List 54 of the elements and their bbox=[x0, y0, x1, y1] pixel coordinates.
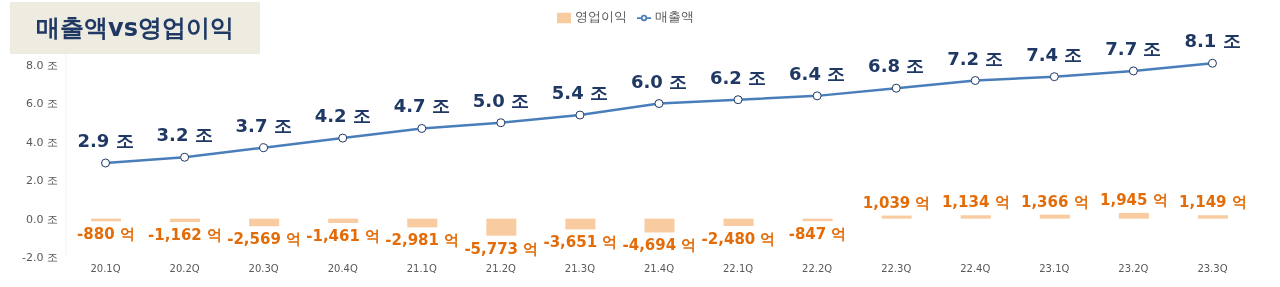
data-label: -5,773 억 bbox=[464, 239, 539, 258]
data-label: 1,945 억 bbox=[1100, 190, 1168, 209]
data-label: -4,694 억 bbox=[622, 236, 697, 255]
y-tick-label: 6.0 조 bbox=[26, 97, 58, 111]
data-label: -3,651 억 bbox=[543, 233, 618, 252]
data-label: 7.4 조 bbox=[1026, 43, 1083, 65]
data-label: -2,981 억 bbox=[385, 231, 460, 250]
x-tick-label: 21.3Q bbox=[564, 263, 596, 275]
data-label: 6.2 조 bbox=[709, 66, 767, 88]
data-label: -1,162 억 bbox=[148, 226, 223, 245]
data-label: -1,461 억 bbox=[306, 226, 381, 245]
x-tick-label: 22.4Q bbox=[960, 263, 991, 275]
y-tick-label: 4.0 조 bbox=[26, 135, 58, 149]
x-tick-label: 21.1Q bbox=[406, 263, 437, 275]
x-tick-label: 23.2Q bbox=[1118, 263, 1149, 275]
x-tick-label: 20.3Q bbox=[248, 263, 279, 275]
data-label: 3.7 조 bbox=[235, 114, 292, 136]
data-label: -2,569 억 bbox=[227, 230, 302, 249]
legend-label: 매출액 bbox=[654, 9, 694, 24]
data-label: -2,480 억 bbox=[701, 229, 776, 248]
legend-label: 영업이익 bbox=[574, 9, 627, 24]
data-label: 1,366 억 bbox=[1020, 192, 1089, 211]
data-label: 6.4 조 bbox=[789, 62, 846, 84]
x-tick-label: 21.2Q bbox=[485, 263, 517, 275]
x-tick-label: 23.1Q bbox=[1039, 263, 1070, 275]
y-tick-label: -2.0 조 bbox=[22, 250, 58, 264]
y-tick-label: 0.0 조 bbox=[26, 212, 58, 226]
data-label: 2.9 조 bbox=[77, 130, 134, 152]
data-label: 4.7 조 bbox=[393, 95, 450, 117]
data-label: -847 억 bbox=[788, 225, 847, 244]
y-tick-label: 8.0 조 bbox=[26, 59, 58, 73]
data-label: 1,149 억 bbox=[1179, 193, 1247, 212]
x-tick-label: 20.4Q bbox=[327, 263, 358, 275]
data-label: 7.2 조 bbox=[947, 47, 1004, 69]
x-tick-label: 22.2Q bbox=[802, 263, 833, 275]
x-tick-label: 20.1Q bbox=[90, 263, 121, 275]
y-tick-label: 2.0 조 bbox=[26, 174, 58, 188]
data-label: 3.2 조 bbox=[156, 124, 213, 146]
data-label: 7.7 조 bbox=[1105, 37, 1162, 59]
x-tick-label: 22.3Q bbox=[881, 263, 912, 275]
x-tick-label: 20.2Q bbox=[169, 263, 200, 275]
data-label: 4.2 조 bbox=[314, 105, 371, 127]
data-label: -880 억 bbox=[77, 225, 135, 244]
x-tick-label: 22.1Q bbox=[723, 263, 754, 275]
x-tick-label: 23.3Q bbox=[1197, 263, 1228, 275]
data-label: 6.0 조 bbox=[630, 70, 688, 92]
data-label: 5.0 조 bbox=[472, 89, 529, 111]
data-label: 5.4 조 bbox=[551, 82, 609, 104]
data-label: 6.8 조 bbox=[868, 55, 925, 77]
data-label: 1,134 억 bbox=[941, 193, 1010, 212]
chart-title: 매출액vs영업이익 bbox=[10, 2, 260, 54]
data-label: 8.1 조 bbox=[1184, 30, 1241, 52]
x-tick-label: 21.4Q bbox=[643, 263, 675, 275]
data-label: 1,039 억 bbox=[862, 193, 931, 212]
